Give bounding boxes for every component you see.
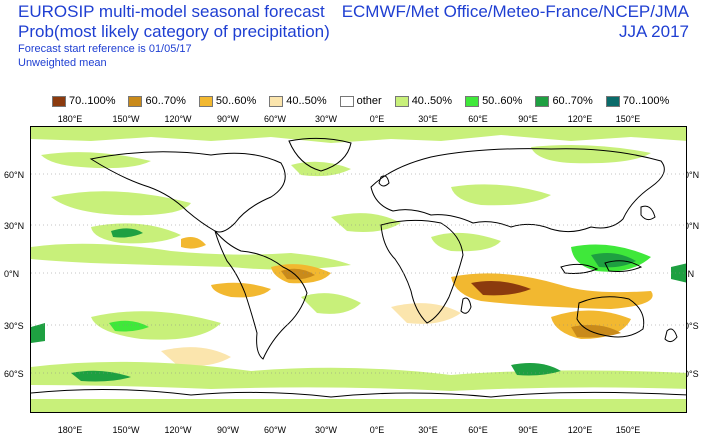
graticule xyxy=(31,173,686,374)
legend-swatch xyxy=(605,95,620,107)
forecast-reference: Forecast start reference is 01/05/17 xyxy=(18,43,192,55)
legend-swatch xyxy=(394,95,409,107)
legend-item: 50..60% xyxy=(465,95,535,107)
legend-item: 60..70% xyxy=(535,95,605,107)
legend-label: 40..50% xyxy=(286,95,327,107)
lat-label: 60°N xyxy=(679,170,700,180)
lon-label: 60°W xyxy=(263,425,287,435)
lon-label: 150°W xyxy=(112,114,140,124)
season: JJA 2017 xyxy=(619,22,689,41)
legend-swatch xyxy=(339,95,354,107)
legend-label: 40..50% xyxy=(411,95,453,107)
legend-item: 60..70% xyxy=(128,95,198,107)
legend-label: 60..70% xyxy=(145,95,186,107)
color-legend: 70..100% 60..70% 50..60% 40..50% other 40..50… xyxy=(52,94,682,108)
lon-label: 180°E xyxy=(57,425,83,435)
lat-label: 30°N xyxy=(4,221,25,231)
lat-label: 0°N xyxy=(4,269,20,279)
lon-label: 60°W xyxy=(263,114,287,124)
lon-label: 30°E xyxy=(418,114,438,124)
lon-label: 120°W xyxy=(164,425,192,435)
title-block: EUROSIP multi-model seasonal forecast Pr… xyxy=(18,2,330,70)
world-map xyxy=(31,127,686,412)
lon-label: 180°E xyxy=(57,114,83,124)
legend-item: 50..60% xyxy=(198,95,269,107)
lon-label: 150°E xyxy=(615,114,641,124)
chart-subtitle: Prob(most likely category of precipitati… xyxy=(18,22,330,41)
lon-label: 120°W xyxy=(164,114,192,124)
legend-item: 70..100% xyxy=(52,95,128,107)
mean-type: Unweighted mean xyxy=(18,57,107,69)
lat-label: 60°S xyxy=(679,369,699,379)
lat-label: 60°S xyxy=(4,369,24,379)
lon-label: 90°W xyxy=(216,425,240,435)
legend-label: 70..100% xyxy=(622,95,670,107)
lat-label: 30°S xyxy=(679,321,699,331)
lon-label: 0°E xyxy=(369,425,385,435)
lon-label: 150°E xyxy=(615,425,641,435)
legend-swatch xyxy=(52,95,66,107)
legend-label: other xyxy=(356,95,382,107)
coastlines xyxy=(31,137,686,398)
lon-label: 120°E xyxy=(567,425,593,435)
lon-label: 30°W xyxy=(314,114,338,124)
legend-item: 40..50% xyxy=(269,95,339,107)
lon-label: 150°W xyxy=(112,425,140,435)
chart-title: EUROSIP multi-model seasonal forecast xyxy=(18,2,325,21)
agencies: ECMWF/Met Office/Meteo-France/NCEP/JMA xyxy=(341,2,689,21)
legend-item: 40..50% xyxy=(394,95,465,107)
lon-label: 90°E xyxy=(518,425,538,435)
legend-label: 50..60% xyxy=(215,95,257,107)
legend-swatch xyxy=(198,95,213,107)
legend-swatch xyxy=(465,95,480,107)
legend-label: 50..60% xyxy=(482,95,523,107)
lon-label: 120°E xyxy=(567,114,593,124)
legend-swatch xyxy=(269,95,284,107)
legend-item: other xyxy=(339,95,395,107)
lon-label: 90°W xyxy=(216,114,240,124)
lon-label: 30°E xyxy=(418,425,438,435)
lat-label: 30°S xyxy=(4,321,24,331)
legend-swatch xyxy=(535,95,550,107)
lat-label: 60°N xyxy=(4,170,25,180)
lon-label: 60°E xyxy=(468,425,488,435)
lon-label: 0°E xyxy=(369,114,385,124)
lon-label: 60°E xyxy=(468,114,488,124)
lat-label: 30°N xyxy=(679,221,700,231)
agency-block: ECMWF/Met Office/Meteo-France/NCEP/JMA J… xyxy=(342,2,689,42)
lon-label: 30°W xyxy=(314,425,338,435)
map-frame xyxy=(30,126,687,413)
lon-label: 90°E xyxy=(518,114,538,124)
legend-label: 70..100% xyxy=(69,95,116,107)
legend-label: 60..70% xyxy=(552,95,593,107)
legend-swatch xyxy=(128,95,143,107)
legend-item: 70..100% xyxy=(605,95,682,107)
precip-patches xyxy=(31,127,686,412)
